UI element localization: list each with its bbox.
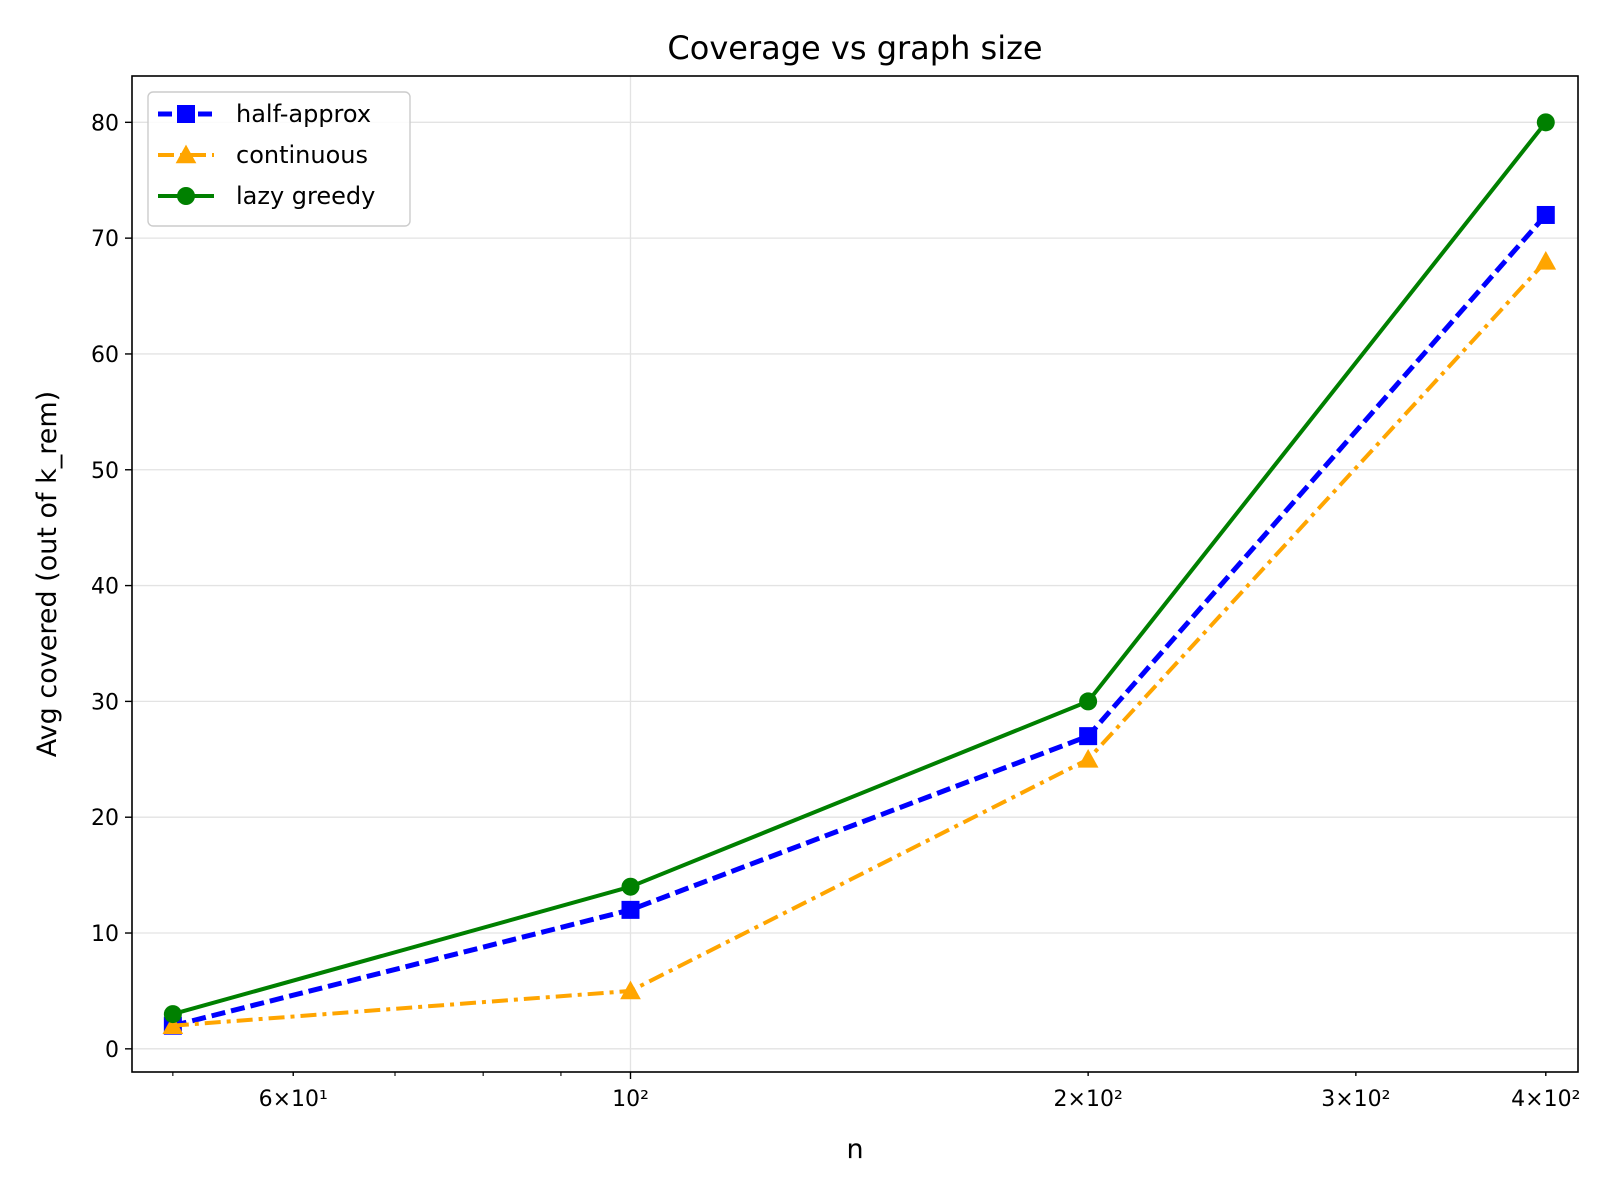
y-tick-label: 10	[91, 922, 119, 947]
data-point	[1536, 113, 1555, 132]
series-continuous	[162, 250, 1557, 1034]
y-tick-label: 40	[91, 575, 119, 600]
y-tick-label: 50	[91, 459, 119, 484]
x-tick-label: 3×10²	[1321, 1087, 1390, 1112]
legend-item: half-approx	[158, 100, 371, 128]
y-tick-label: 80	[91, 111, 119, 136]
data-point	[1536, 205, 1555, 224]
x-axis-label: n	[846, 1134, 863, 1165]
data-point	[621, 900, 640, 919]
legend: half-approx continuous lazy greedy	[147, 91, 411, 227]
x-tick-label: 2×10²	[1054, 1087, 1123, 1112]
y-tick-label: 30	[91, 690, 119, 715]
x-tick-label: 6×10¹	[259, 1087, 328, 1112]
legend-marker	[177, 105, 195, 123]
legend-marker	[177, 187, 195, 205]
legend-frame	[147, 91, 411, 227]
y-tick-label: 70	[91, 227, 119, 252]
data-point	[621, 877, 640, 896]
axis-ticks: 0 10 20 30 40 50 60 70 80 6×10¹ 10² 2×10² 3×10² 4×10²	[91, 111, 1580, 1112]
chart-title: Coverage vs graph size	[667, 29, 1042, 67]
plot-frame	[131, 75, 1579, 1073]
data-point	[162, 1015, 184, 1034]
series-layer	[162, 113, 1557, 1035]
data-point	[1077, 748, 1099, 768]
y-tick-label: 60	[91, 343, 119, 368]
x-tick-label: 10²	[612, 1087, 649, 1112]
data-point	[1079, 692, 1098, 711]
legend-label: continuous	[236, 141, 368, 169]
y-tick-label: 20	[91, 806, 119, 831]
y-tick-label: 0	[105, 1038, 119, 1063]
legend-item: lazy greedy	[158, 182, 375, 210]
series-line	[172, 121, 1548, 1017]
data-point	[1079, 727, 1098, 746]
series-line	[172, 259, 1548, 1028]
series-lazy-greedy	[163, 113, 1555, 1024]
data-point	[163, 1005, 182, 1024]
data-point	[620, 980, 641, 1000]
y-axis-label: Avg covered (out of k_rem)	[32, 391, 63, 757]
legend-label: half-approx	[236, 100, 371, 128]
series-line	[172, 213, 1548, 1029]
legend-item: continuous	[158, 141, 368, 169]
legend-label: lazy greedy	[236, 182, 375, 210]
data-point	[1535, 250, 1557, 270]
legend-marker	[175, 144, 197, 164]
x-tick-label: 4×10²	[1511, 1087, 1580, 1112]
